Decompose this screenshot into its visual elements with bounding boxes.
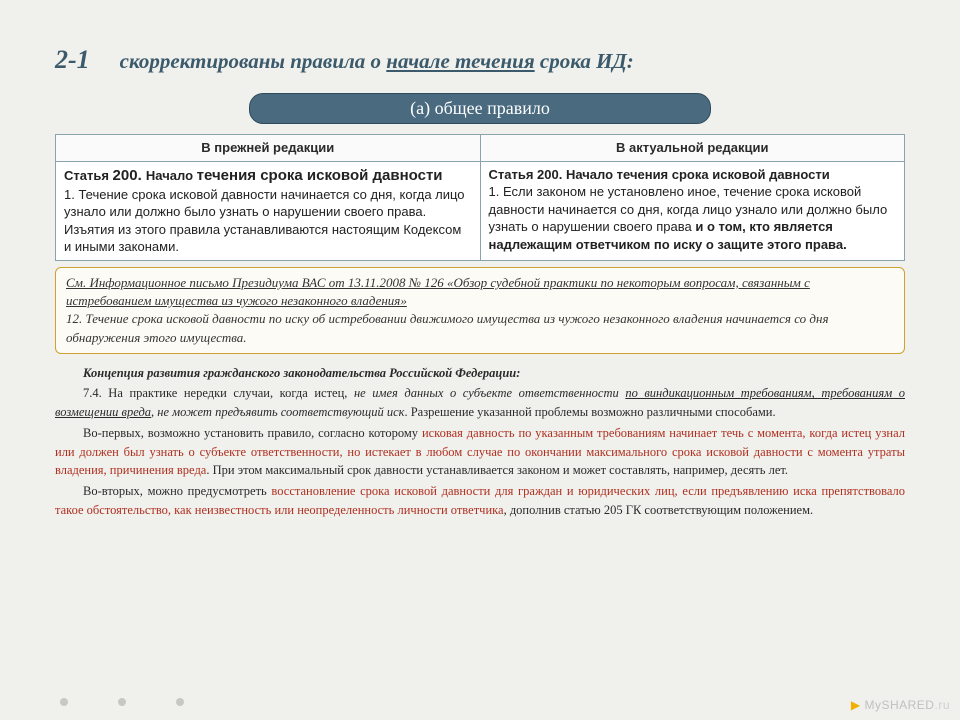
section-badge: (а) общее правило: [249, 93, 711, 124]
col-header-old: В прежней редакции: [56, 135, 481, 162]
title-number: 2-1: [55, 45, 90, 75]
old-article-title: Статья 200. Начало течения срока исковой…: [64, 166, 472, 186]
cell-old: Статья 200. Начало течения срока исковой…: [56, 161, 481, 260]
callout-box: См. Информационное письмо Президиума ВАС…: [55, 267, 905, 354]
concept-p3: Во-вторых, можно предусмотреть восстанов…: [55, 482, 905, 520]
old-article-body: 1. Течение срока исковой давности начина…: [64, 186, 472, 256]
callout-reference: См. Информационное письмо Президиума ВАС…: [66, 275, 810, 308]
new-article-title: Статья 200. Начало течения срока исковой…: [489, 166, 897, 184]
cell-new: Статья 200. Начало течения срока исковой…: [480, 161, 905, 260]
decorative-dots: [60, 698, 184, 706]
comparison-table: В прежней редакции В актуальной редакции…: [55, 134, 905, 261]
concept-block: Концепция развития гражданского законода…: [55, 364, 905, 520]
slide-title: 2-1 скорректированы правила о начале теч…: [55, 45, 905, 75]
watermark: ▶ MySHARED.ru: [851, 698, 950, 712]
title-text: скорректированы правила о начале течения…: [120, 49, 634, 74]
concept-p1: 7.4. На практике нередки случаи, когда и…: [55, 384, 905, 422]
concept-header: Концепция развития гражданского законода…: [55, 364, 905, 383]
table-row: Статья 200. Начало течения срока исковой…: [56, 161, 905, 260]
table-header-row: В прежней редакции В актуальной редакции: [56, 135, 905, 162]
col-header-new: В актуальной редакции: [480, 135, 905, 162]
callout-text: 12. Течение срока исковой давности по ис…: [66, 311, 829, 344]
concept-p2: Во-первых, возможно установить правило, …: [55, 424, 905, 480]
new-article-body: 1. Если законом не установлено иное, теч…: [489, 183, 897, 253]
